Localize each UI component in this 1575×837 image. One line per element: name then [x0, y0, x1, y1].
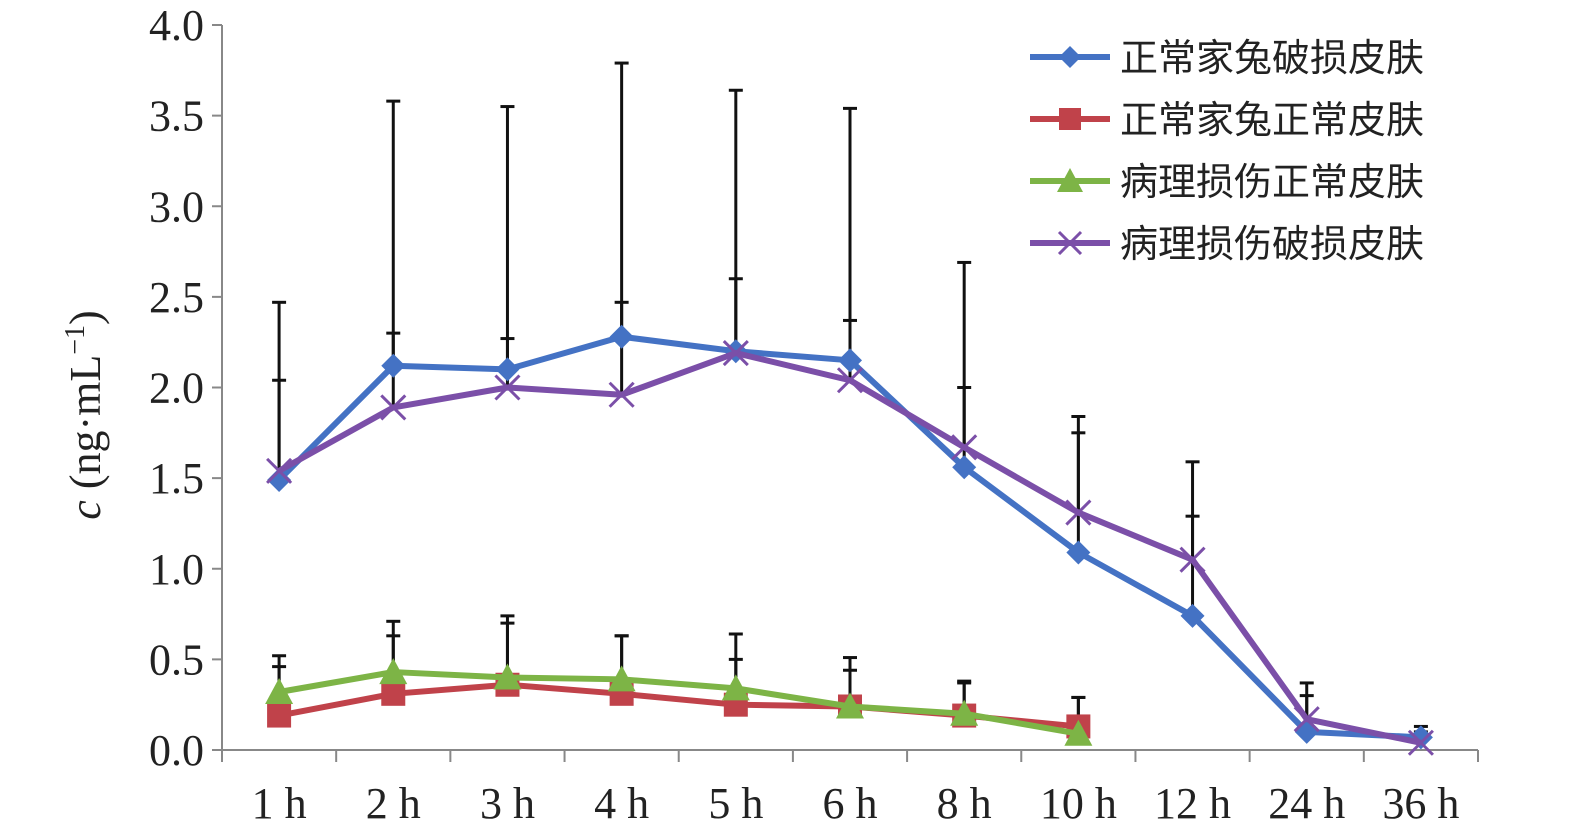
triangle-marker: [836, 692, 864, 719]
y-tick-label: 0.0: [149, 726, 204, 775]
x-tick-label: 3 h: [480, 779, 535, 828]
x-tick-label: 10 h: [1040, 779, 1117, 828]
x-tick-label: 12 h: [1154, 779, 1231, 828]
legend-item: 病理损伤正常皮肤: [1030, 160, 1424, 204]
legend-label: 正常家兔破损皮肤: [1120, 36, 1424, 80]
legend-item: 正常家兔正常皮肤: [1030, 98, 1424, 142]
diamond-marker: [1066, 540, 1091, 565]
x-marker-stroke: [1293, 706, 1320, 733]
diamond-marker: [381, 353, 406, 378]
x-tick-label: 5 h: [708, 779, 763, 828]
x-tick-label: 2 h: [366, 779, 421, 828]
triangle-marker: [1064, 719, 1093, 746]
x-tick-labels: 1 h 2 h 3 h 4 h 5 h 6 h 8 h 10 h 12 h 24 h 36 h: [221, 750, 1479, 828]
x-marker-stroke: [951, 434, 978, 461]
y-axis-unit-exponent: −1: [60, 325, 91, 355]
x-marker-stroke: [608, 381, 635, 408]
y-axis-symbol: c: [61, 500, 110, 520]
x-marker-stroke: [380, 394, 407, 421]
x-tick-label: 4 h: [594, 779, 649, 828]
series-line: [278, 669, 1079, 737]
x-marker-stroke: [722, 340, 749, 367]
triangle-marker: [379, 658, 408, 685]
x-tick-label: 6 h: [823, 779, 878, 828]
y-tick-label: 4.0: [149, 1, 204, 50]
x-tick-label: 36 h: [1382, 779, 1459, 828]
triangle-marker: [721, 674, 750, 701]
triangle-marker: [950, 699, 979, 726]
diamond-marker: [952, 455, 977, 480]
y-tick-label: 3.5: [149, 92, 204, 141]
triangle-marker: [265, 678, 294, 704]
x-marker-stroke: [1065, 499, 1092, 526]
y-tick-labels: 0.0 0.5 1.0 1.5 2.0 2.5 3.0 3.5 4.0: [149, 1, 222, 775]
y-tick-label: 3.0: [149, 182, 204, 231]
series-1: [267, 324, 1433, 750]
x-marker-stroke: [494, 374, 521, 401]
y-tick-label: 2.0: [149, 364, 204, 413]
triangle-marker: [1057, 168, 1083, 192]
legend-label: 正常家兔正常皮肤: [1120, 98, 1424, 142]
series-lines: [265, 324, 1434, 756]
triangle-marker: [607, 665, 636, 692]
x-tick-label: 8 h: [937, 779, 992, 828]
x-marker-stroke: [836, 367, 864, 394]
x-marker-stroke: [1179, 546, 1206, 573]
y-tick-label: 0.5: [149, 635, 204, 684]
y-tick-label: 1.5: [149, 454, 204, 503]
diamond-marker: [838, 348, 862, 373]
y-axis-label: c (ng·mL−1): [60, 310, 110, 519]
y-tick-label: 2.5: [149, 273, 204, 322]
y-axis-unit: (ng·mL: [61, 355, 110, 500]
legend-label: 病理损伤正常皮肤: [1120, 160, 1424, 204]
diamond-marker: [1180, 603, 1205, 628]
series-3: [265, 658, 1093, 746]
square-marker: [267, 703, 292, 728]
diamond-marker: [609, 324, 634, 349]
x-tick-label: 24 h: [1268, 779, 1345, 828]
legend-item: 病理损伤破损皮肤: [1030, 222, 1424, 266]
triangle-marker: [493, 663, 522, 690]
y-tick-label: 1.0: [149, 545, 204, 594]
x-marker-stroke: [1057, 230, 1083, 256]
square-marker: [381, 681, 406, 706]
x-tick-label: 1 h: [252, 779, 307, 828]
diamond-marker: [1059, 46, 1081, 68]
square-marker: [1059, 108, 1081, 130]
diamond-marker: [495, 357, 520, 382]
legend-label: 病理损伤破损皮肤: [1120, 222, 1424, 266]
y-axis-unit-close: ): [61, 310, 110, 325]
legend-item: 正常家兔破损皮肤: [1030, 36, 1424, 80]
series-4: [266, 340, 1434, 756]
diamond-marker: [267, 467, 292, 492]
x-marker-stroke: [266, 457, 293, 484]
x-marker-stroke: [1407, 729, 1434, 756]
diamond-marker: [1408, 725, 1433, 750]
